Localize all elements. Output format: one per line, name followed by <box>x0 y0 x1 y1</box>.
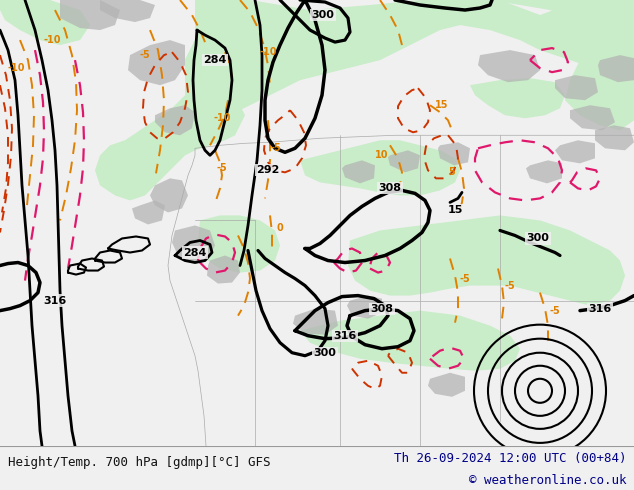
Polygon shape <box>100 0 155 22</box>
Polygon shape <box>60 0 120 30</box>
Text: 316: 316 <box>333 331 356 341</box>
Text: 300: 300 <box>311 10 335 20</box>
Polygon shape <box>150 178 188 213</box>
Polygon shape <box>155 105 195 135</box>
Polygon shape <box>0 0 90 45</box>
Text: Height/Temp. 700 hPa [gdmp][°C] GFS: Height/Temp. 700 hPa [gdmp][°C] GFS <box>8 456 270 469</box>
Polygon shape <box>478 50 540 82</box>
Polygon shape <box>490 0 634 50</box>
Polygon shape <box>348 216 625 306</box>
Text: 10: 10 <box>375 150 389 160</box>
Text: 300: 300 <box>527 233 550 244</box>
Text: -5: -5 <box>505 281 515 291</box>
Polygon shape <box>185 0 634 120</box>
Text: 316: 316 <box>43 295 67 306</box>
Polygon shape <box>526 160 562 183</box>
Text: -5: -5 <box>550 306 560 316</box>
Text: -5: -5 <box>460 273 470 284</box>
Text: -5: -5 <box>217 163 228 173</box>
Text: 284: 284 <box>204 55 227 65</box>
Text: -10: -10 <box>7 63 25 73</box>
Text: 308: 308 <box>370 304 394 314</box>
Text: 15: 15 <box>436 100 449 110</box>
Polygon shape <box>95 0 245 200</box>
Polygon shape <box>555 140 595 163</box>
Polygon shape <box>198 216 280 272</box>
Polygon shape <box>565 40 634 130</box>
Polygon shape <box>428 373 465 397</box>
Text: -10: -10 <box>43 35 61 45</box>
Polygon shape <box>300 311 520 371</box>
Polygon shape <box>128 40 185 85</box>
Text: © weatheronline.co.uk: © weatheronline.co.uk <box>469 474 626 487</box>
Text: 292: 292 <box>256 165 280 175</box>
Polygon shape <box>347 295 382 318</box>
Polygon shape <box>388 150 420 172</box>
Text: 308: 308 <box>378 183 401 194</box>
Text: -10: -10 <box>213 113 231 123</box>
Text: 316: 316 <box>588 304 612 314</box>
Text: 300: 300 <box>314 348 337 358</box>
Polygon shape <box>595 125 634 150</box>
Text: -5: -5 <box>139 50 150 60</box>
Polygon shape <box>438 142 470 165</box>
Polygon shape <box>470 78 565 118</box>
Polygon shape <box>570 105 615 130</box>
Polygon shape <box>132 200 165 224</box>
Polygon shape <box>555 75 598 100</box>
Polygon shape <box>172 225 215 263</box>
Polygon shape <box>300 140 460 196</box>
Text: 0: 0 <box>276 223 283 233</box>
Polygon shape <box>342 160 375 183</box>
Text: 15: 15 <box>448 205 463 216</box>
Polygon shape <box>207 255 240 284</box>
Text: -10: -10 <box>259 47 277 57</box>
Polygon shape <box>293 309 338 335</box>
Text: 5: 5 <box>449 168 455 177</box>
Text: Th 26-09-2024 12:00 UTC (00+84): Th 26-09-2024 12:00 UTC (00+84) <box>394 452 626 465</box>
Text: -5: -5 <box>271 143 281 153</box>
Text: 284: 284 <box>183 247 207 258</box>
Polygon shape <box>598 55 634 82</box>
